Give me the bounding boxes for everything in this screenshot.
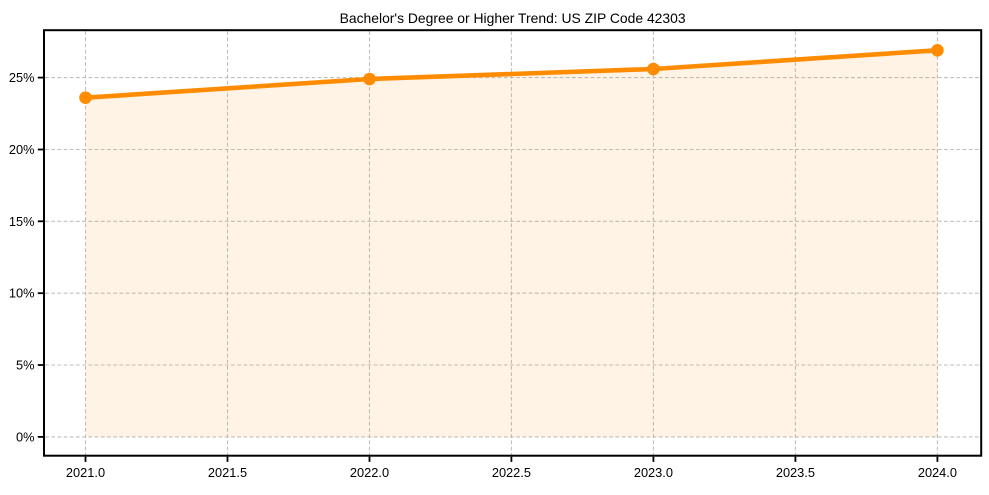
svg-text:20%: 20% [9,142,35,157]
svg-text:2021.0: 2021.0 [66,465,105,480]
svg-text:5%: 5% [16,358,35,373]
svg-text:10%: 10% [9,286,35,301]
svg-text:2023.5: 2023.5 [776,465,815,480]
svg-text:2022.5: 2022.5 [492,465,531,480]
svg-text:15%: 15% [9,214,35,229]
svg-text:2021.5: 2021.5 [208,465,247,480]
svg-text:25%: 25% [9,70,35,85]
svg-text:2024.0: 2024.0 [918,465,957,480]
svg-text:2023.0: 2023.0 [634,465,673,480]
svg-text:2022.0: 2022.0 [350,465,389,480]
svg-text:0%: 0% [16,429,35,444]
svg-text:Bachelor's Degree or Higher Tr: Bachelor's Degree or Higher Trend: US ZI… [340,10,686,26]
